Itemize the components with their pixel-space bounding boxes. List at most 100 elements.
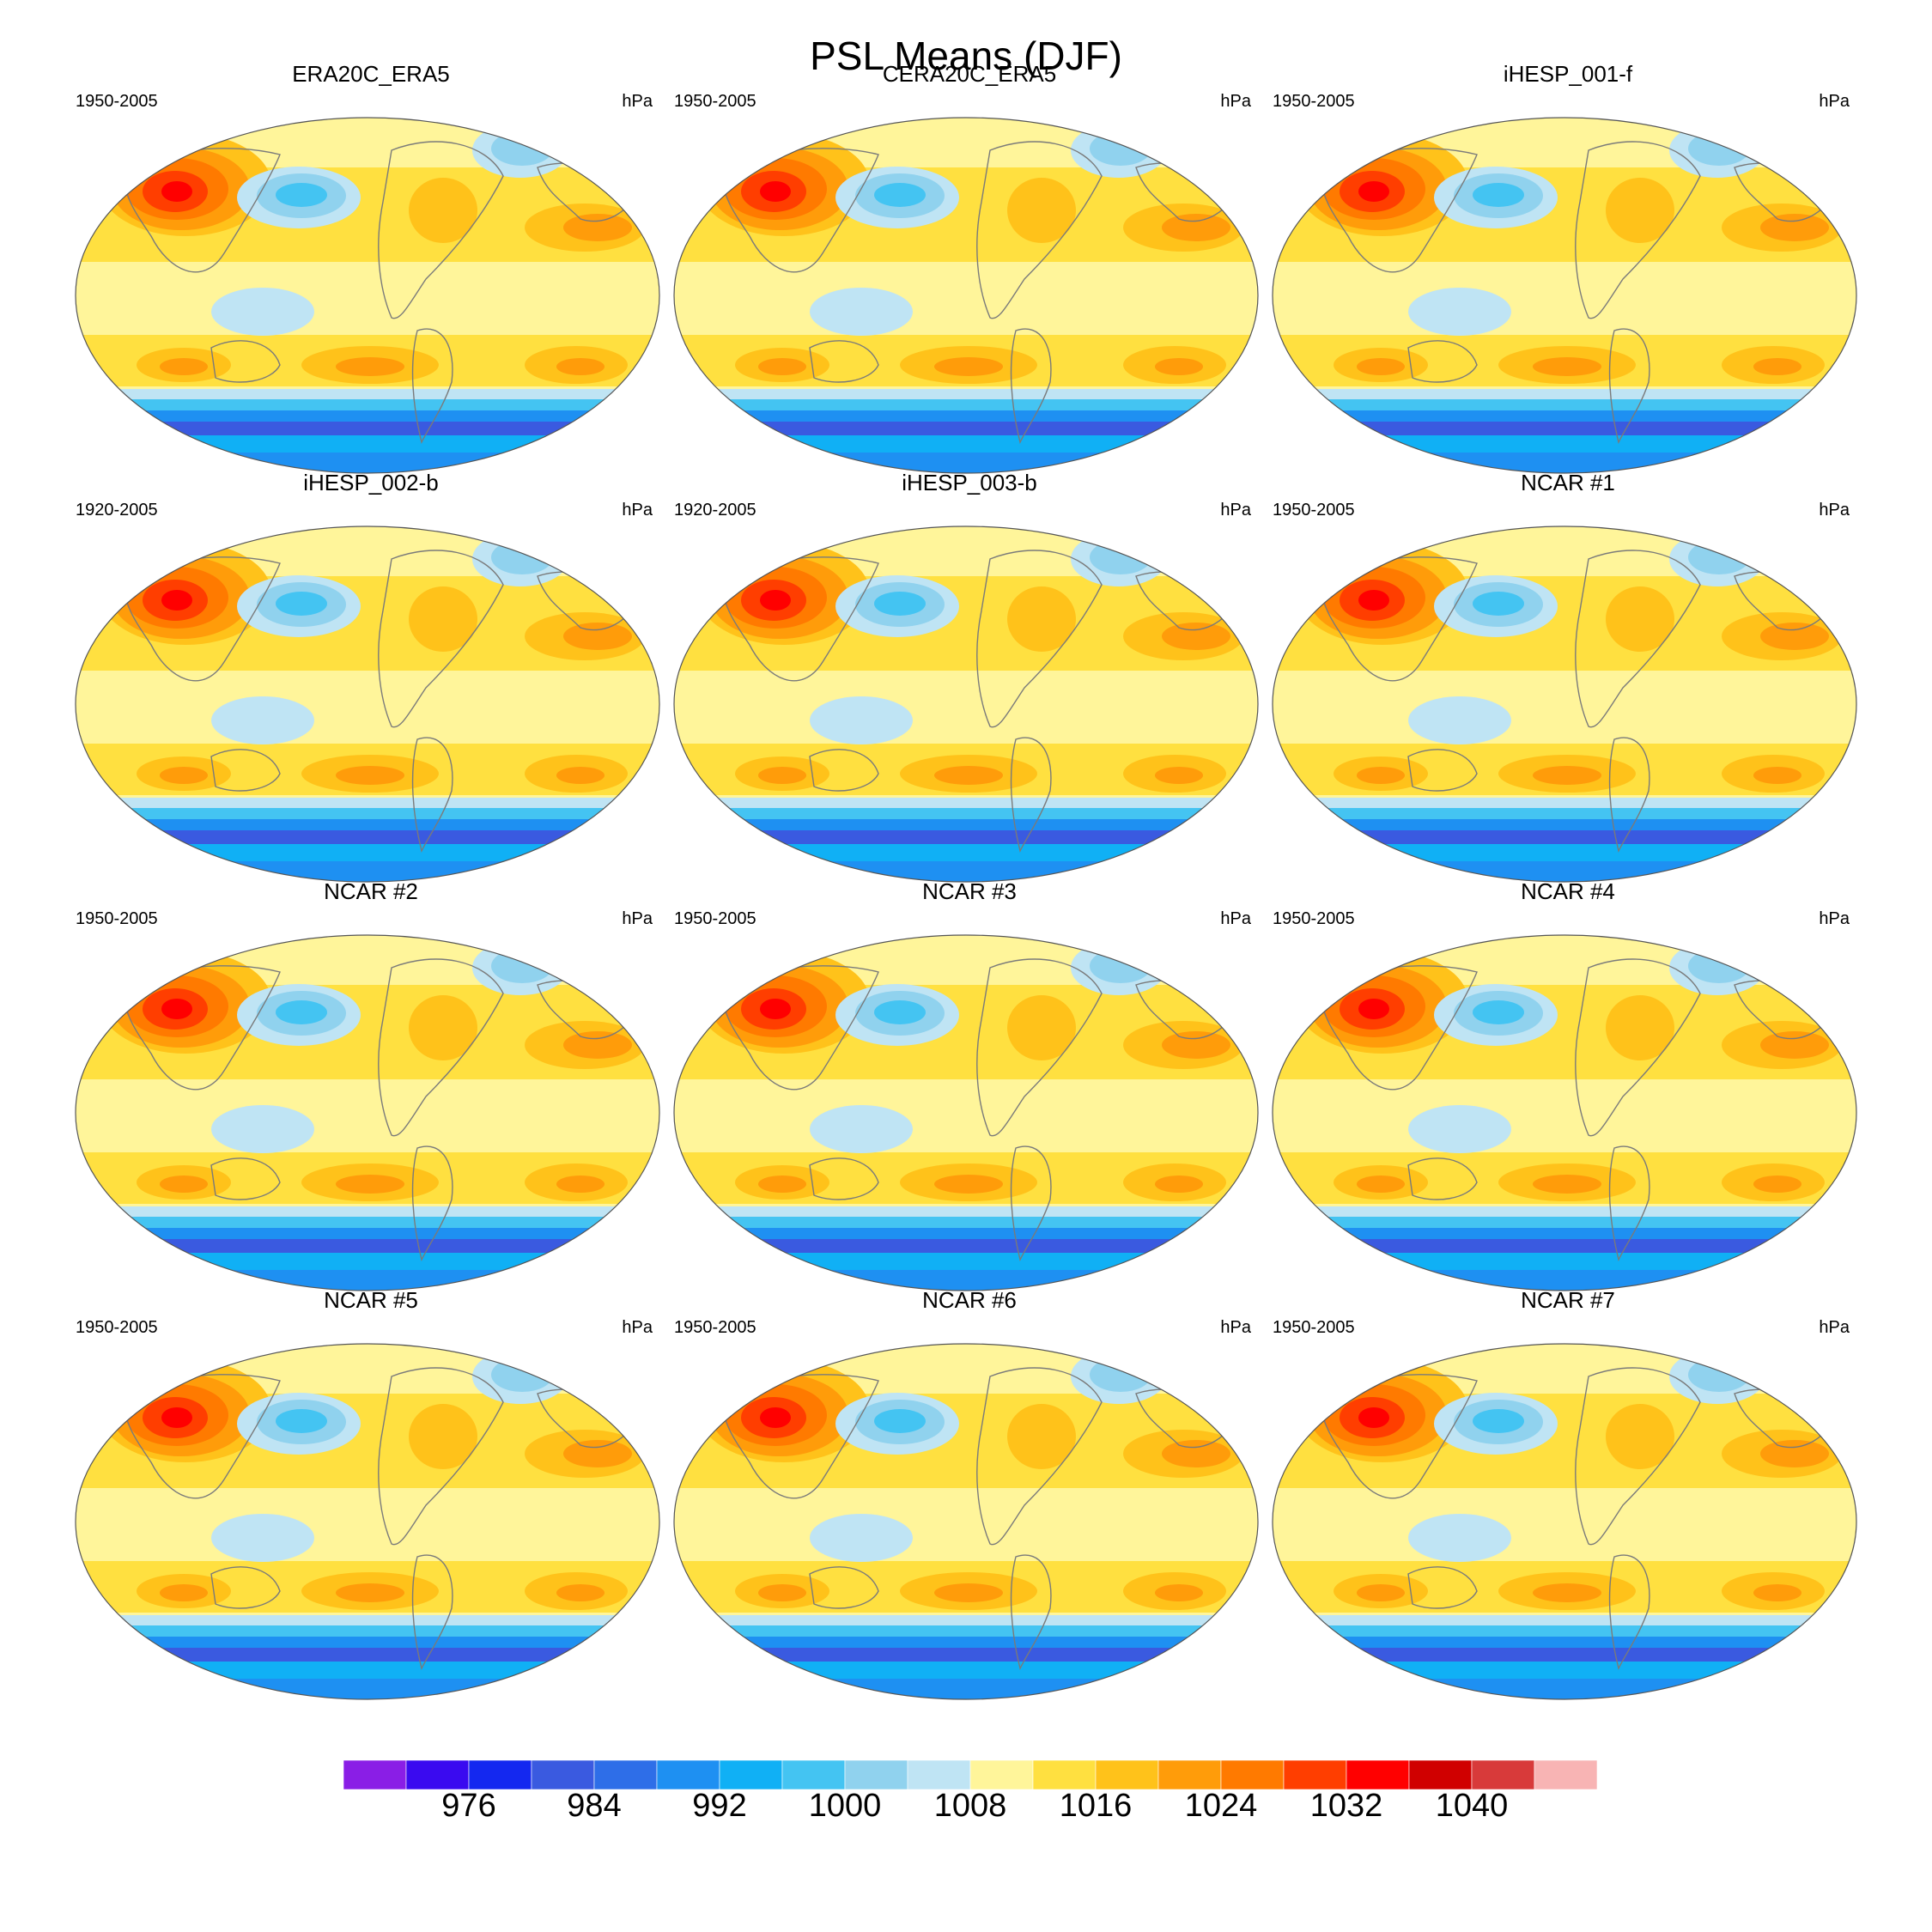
contour-aleutian-low [1473,1000,1524,1024]
coastline [1010,737,1052,854]
contour-high [409,178,477,243]
contour-high [1162,214,1230,241]
colorbar-swatch [844,1760,908,1789]
map-panel: CERA20C_ERA5 1950-2005 hPa [669,61,1270,474]
coastline [809,749,879,792]
map-panel: NCAR #6 1950-2005 hPa [669,1287,1270,1700]
contour-subtropical-high [160,767,208,784]
panel-period: 1950-2005 [674,909,756,928]
colorbar-swatch [1283,1760,1347,1789]
map-panel: ERA20C_ERA5 1950-2005 hPa [70,61,671,474]
contour-high [1606,586,1674,652]
contour-siberian-high [161,1407,192,1428]
coastline [722,148,879,273]
contour-aleutian-low [1473,592,1524,616]
contour-subtropical-high [1533,1583,1601,1602]
map-border [75,117,660,474]
coastline [124,556,281,682]
coastline [210,749,281,792]
contour-subtropical-high [1155,767,1203,784]
panel-period: 1950-2005 [76,1318,158,1337]
contour-high [1162,1440,1230,1467]
contour-subtropical-high [758,1176,806,1193]
coastline [976,550,1103,728]
contour-band [76,1679,659,1699]
contour-high [563,1031,632,1059]
map-panel: iHESP_002-b 1920-2005 hPa [70,470,671,883]
contour-siberian-high [1358,999,1389,1019]
contour-tropical-low [810,1514,913,1562]
coastline [976,958,1103,1137]
psl-map [673,117,1259,474]
panel-title: NCAR #3 [922,878,1017,904]
contour-high [1007,995,1076,1060]
contour-icelandic-low [1688,949,1750,983]
panel-title: CERA20C_ERA5 [882,61,1057,87]
contour-aleutian-low [874,1000,926,1024]
panel-period: 1950-2005 [1273,501,1355,519]
map-border [673,117,1259,474]
coastline [722,556,879,682]
contour-subtropical-high [1155,1176,1203,1193]
contour-icelandic-low [491,131,553,166]
contour-subtropical-high [934,766,1003,785]
coastline [1321,556,1478,682]
contour-high [1162,1031,1230,1059]
contour-tropical-low [211,1105,314,1153]
panel-units: hPa [1819,1318,1850,1337]
map-border [75,934,660,1291]
coastline [1575,958,1701,1137]
colorbar-swatch [969,1760,1034,1789]
contour-aleutian-low [276,592,327,616]
colorbar-swatch [593,1760,658,1789]
map-panel: NCAR #7 1950-2005 hPa [1267,1287,1868,1700]
contour-high [563,214,632,241]
coastline [378,141,504,319]
contour-high [1760,1031,1829,1059]
contour-subtropical-high [556,767,605,784]
panel-units: hPa [1819,92,1850,111]
panel-units: hPa [622,92,653,111]
contour-subtropical-high [1155,358,1203,375]
coastline [976,141,1103,319]
contour-subtropical-high [1357,1584,1405,1601]
coastline [1321,1374,1478,1499]
contour-icelandic-low [1090,131,1151,166]
coastline [1010,1554,1052,1671]
map-border [1272,117,1857,474]
colorbar-swatch [1346,1760,1410,1789]
contour-aleutian-low [874,183,926,207]
coastline [378,550,504,728]
map-panel: NCAR #3 1950-2005 hPa [669,878,1270,1291]
contour-subtropical-high [1753,1176,1801,1193]
psl-map [75,934,660,1291]
contour-subtropical-high [1533,766,1601,785]
coastline [378,1367,504,1546]
colorbar-swatch [531,1760,595,1789]
contour-icelandic-low [1090,1358,1151,1392]
panel-title: NCAR #1 [1521,470,1615,495]
contour-icelandic-low [1688,540,1750,574]
panel-period: 1920-2005 [76,501,158,519]
panel-title: ERA20C_ERA5 [292,61,450,87]
panel-period: 1950-2005 [1273,92,1355,111]
contour-tropical-low [810,1105,913,1153]
colorbar-swatch [1032,1760,1097,1789]
coastline [1608,1145,1650,1262]
colorbar-label: 1040 [1435,1788,1509,1824]
contour-subtropical-high [1357,767,1405,784]
contour-subtropical-high [1753,1584,1801,1601]
map-border [1272,1343,1857,1700]
contour-icelandic-low [491,540,553,574]
contour-icelandic-low [1688,1358,1750,1392]
contour-high [1007,586,1076,652]
contour-aleutian-low [874,592,926,616]
contour-high [1606,1404,1674,1469]
contour-subtropical-high [556,358,605,375]
panel-title: iHESP_001-f [1503,61,1633,87]
contour-tropical-low [211,288,314,336]
colorbar-label: 1008 [933,1788,1007,1824]
panel-period: 1950-2005 [674,92,756,111]
map-panel: NCAR #1 1950-2005 hPa [1267,470,1868,883]
contour-tropical-low [1408,288,1511,336]
